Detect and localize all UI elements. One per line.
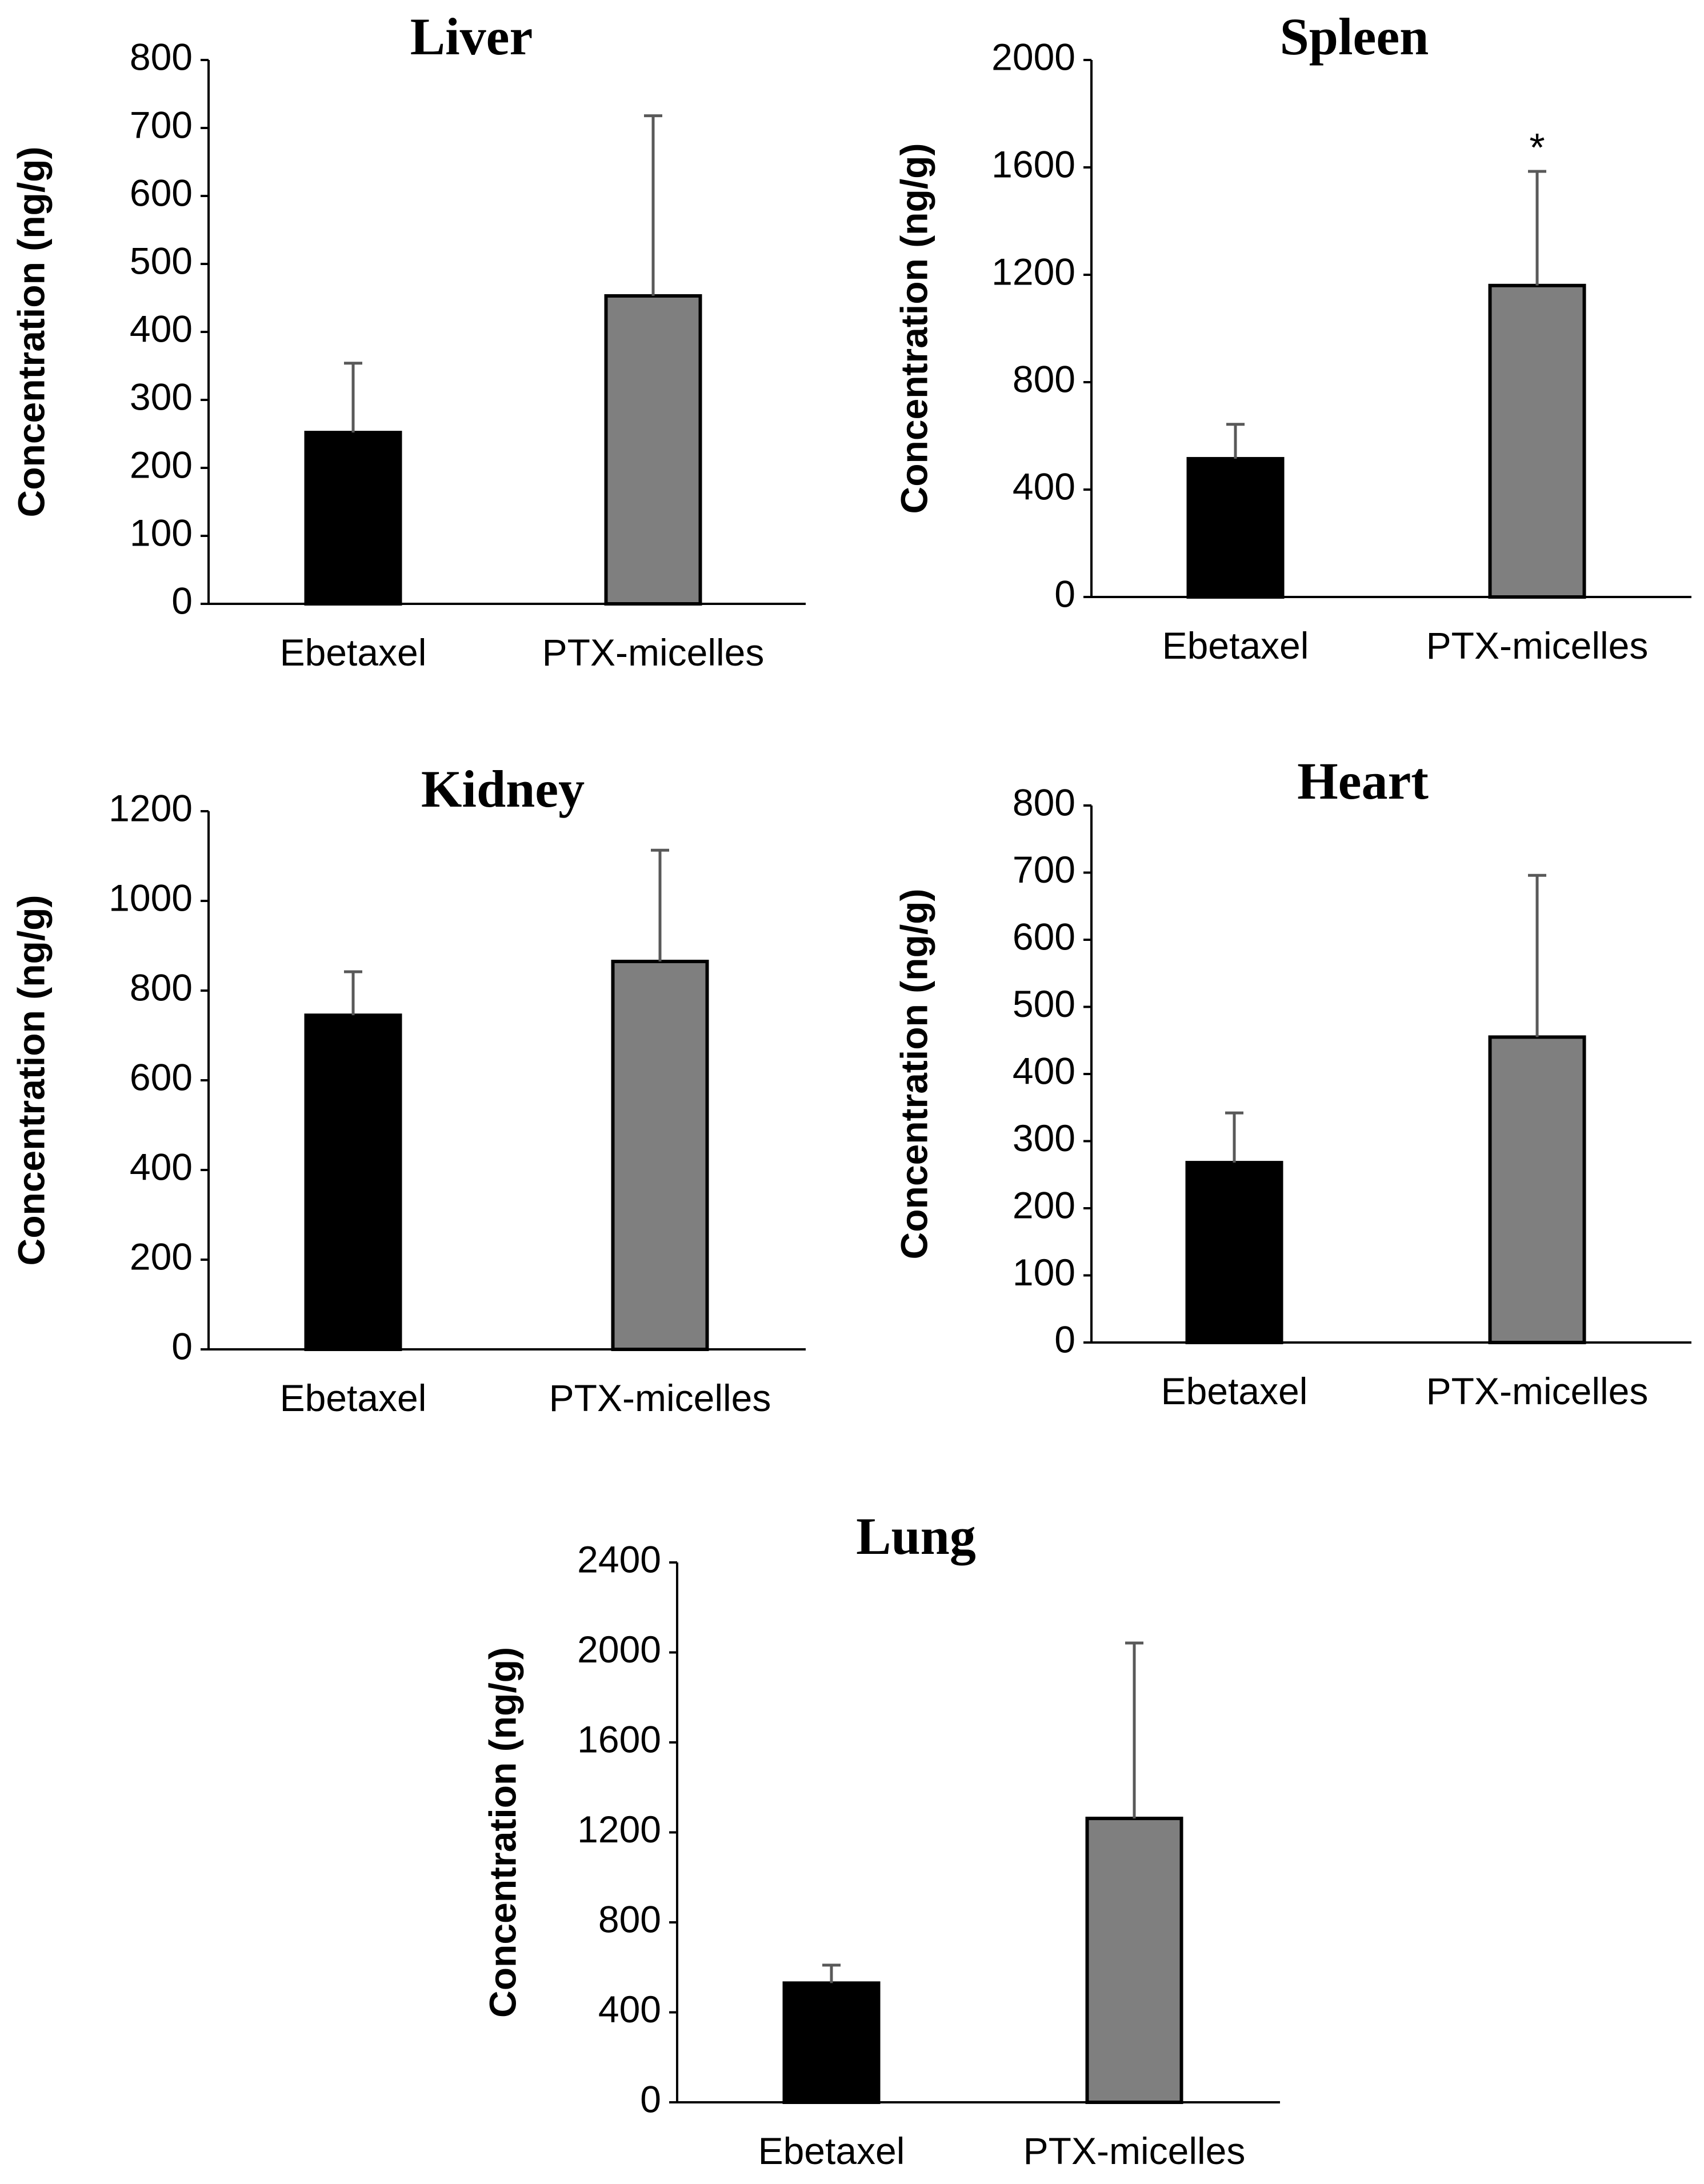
y-tick-label: 800 <box>1013 781 1075 823</box>
bar-ebetaxel <box>1185 1161 1283 1344</box>
y-tick-label: 0 <box>1054 1318 1075 1360</box>
y-tick-label: 1600 <box>991 143 1075 185</box>
chart-kidney: Kidney Concentration (ng/g) 0 200 400 600 800 1… <box>10 760 806 1419</box>
bar-ptx-micelles <box>604 294 702 606</box>
y-tick-label: 300 <box>1013 1117 1075 1159</box>
y-tick-label: 600 <box>130 1056 193 1098</box>
chart-lung: Lung Concentration (ng/g) 0 400 800 1200 1600 2… <box>481 1507 1280 2172</box>
y-tick-label: 600 <box>1013 915 1075 957</box>
x-category-label: Ebetaxel <box>1161 1370 1308 1412</box>
x-category-label: PTX-micelles <box>542 631 765 674</box>
x-category-label: Ebetaxel <box>280 631 427 674</box>
y-axis-label: Concentration (ng/g) <box>10 147 52 518</box>
y-tick-label: 100 <box>130 511 193 554</box>
y-tick-label: 400 <box>1013 1049 1075 1092</box>
bar-ptx-micelles <box>1488 283 1586 599</box>
y-tick-label: 1200 <box>109 787 193 829</box>
chart-title: Liver <box>410 7 533 66</box>
y-tick-label: 0 <box>171 579 193 622</box>
y-tick-label: 400 <box>1013 465 1075 507</box>
y-axis-label: Concentration (ng/g) <box>893 889 935 1260</box>
significance-mark: * <box>1529 125 1545 170</box>
y-tick-label: 0 <box>640 2078 661 2120</box>
y-tick-label: 300 <box>130 375 193 418</box>
x-category-label: PTX-micelles <box>1426 1370 1649 1412</box>
y-tick-label: 700 <box>130 103 193 146</box>
y-axis-label: Concentration (ng/g) <box>893 143 935 514</box>
bar-ebetaxel <box>782 1981 881 2104</box>
chart-title: Heart <box>1297 752 1429 810</box>
y-axis-label: Concentration (ng/g) <box>481 1647 523 2018</box>
chart-heart: Heart Concentration (ng/g) 0 100 200 300 400 50… <box>893 752 1691 1412</box>
y-tick-label: 2000 <box>577 1628 661 1670</box>
x-category-label: PTX-micelles <box>549 1377 771 1419</box>
bar-ptx-micelles <box>1488 1035 1586 1344</box>
y-tick-label: 400 <box>130 307 193 350</box>
x-category-label: Ebetaxel <box>280 1377 427 1419</box>
y-tick-label: 800 <box>130 966 193 1008</box>
y-tick-label: 1200 <box>991 250 1075 292</box>
chart-title: Kidney <box>421 760 585 818</box>
y-tick-label: 200 <box>130 443 193 486</box>
y-tick-label: 0 <box>171 1325 193 1367</box>
x-category-label: PTX-micelles <box>1023 2130 1246 2172</box>
bar-ebetaxel <box>304 1013 402 1352</box>
y-tick-label: 1600 <box>577 1718 661 1760</box>
y-tick-label: 2400 <box>577 1538 661 1580</box>
y-tick-label: 400 <box>598 1988 661 2030</box>
y-tick-label: 700 <box>1013 848 1075 891</box>
y-tick-label: 100 <box>1013 1251 1075 1293</box>
bar-ptx-micelles <box>1085 1817 1183 2104</box>
x-category-label: Ebetaxel <box>1162 624 1309 667</box>
y-tick-label: 500 <box>1013 983 1075 1025</box>
y-tick-label: 500 <box>130 239 193 282</box>
y-tick-label: 800 <box>130 35 193 78</box>
chart-spleen: Spleen Concentration (ng/g) 0 400 800 1200 160… <box>893 7 1691 667</box>
x-category-label: Ebetaxel <box>758 2130 905 2172</box>
y-tick-label: 800 <box>598 1898 661 1940</box>
x-category-label: PTX-micelles <box>1426 624 1649 667</box>
y-tick-label: 1000 <box>109 876 193 919</box>
bar-ebetaxel <box>304 431 402 606</box>
y-tick-label: 1200 <box>577 1808 661 1850</box>
y-tick-label: 0 <box>1054 572 1075 615</box>
y-tick-label: 600 <box>130 171 193 214</box>
chart-liver: Liver Concentration (ng/g) 0 100 200 300 400 50… <box>10 7 806 674</box>
bar-ebetaxel <box>1186 456 1285 599</box>
y-tick-label: 800 <box>1013 358 1075 400</box>
chart-title: Lung <box>856 1507 976 1565</box>
chart-title: Spleen <box>1280 7 1429 66</box>
y-axis-label: Concentration (ng/g) <box>10 895 52 1266</box>
bar-ptx-micelles <box>611 959 709 1351</box>
y-tick-label: 200 <box>130 1235 193 1277</box>
y-tick-label: 400 <box>130 1145 193 1188</box>
y-tick-label: 200 <box>1013 1184 1075 1226</box>
y-tick-label: 2000 <box>991 35 1075 78</box>
